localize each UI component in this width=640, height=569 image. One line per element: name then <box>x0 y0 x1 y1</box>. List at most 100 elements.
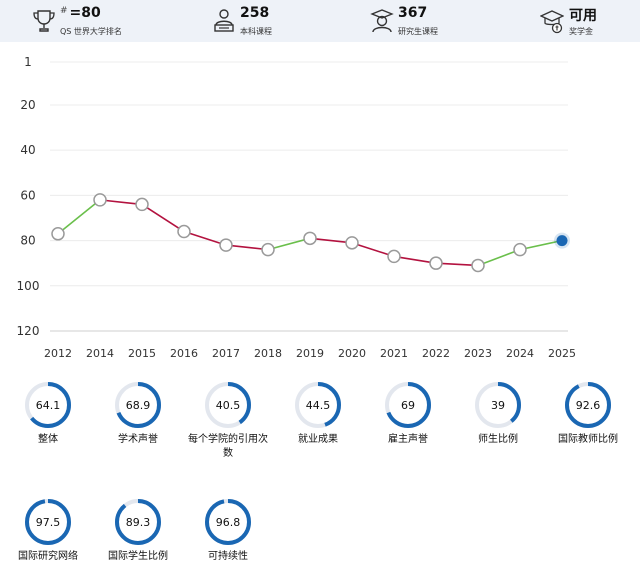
metric-item: 97.5 国际研究网络 <box>0 497 96 564</box>
metric-ring-progress <box>565 382 611 428</box>
x-tick-label: 2018 <box>254 347 282 360</box>
x-tick-label: 2015 <box>128 347 156 360</box>
metric-value: 40.5 <box>216 399 241 412</box>
metric-ring-progress <box>115 382 161 428</box>
stat-label: QS 世界大学排名 <box>60 27 122 36</box>
x-tick-label: 2021 <box>380 347 408 360</box>
metric-item: 44.5 就业成果 <box>270 380 366 447</box>
stat-label: 奖学金 <box>569 27 593 36</box>
line-segment <box>99 199 143 206</box>
line-segment <box>141 203 185 233</box>
x-tick-label: 2017 <box>212 347 240 360</box>
metric-label: 国际学生比例 <box>108 551 168 562</box>
metric-ring: 92.6 <box>565 382 611 428</box>
metric-label: 就业成果 <box>298 434 338 445</box>
metric-item: 40.5 每个学院的引用次数 <box>180 380 276 461</box>
metric-ring-progress <box>475 382 521 428</box>
data-point <box>513 242 527 257</box>
data-point-current <box>556 235 568 247</box>
metric-ring-progress <box>25 499 71 545</box>
stat-prefix: # <box>60 6 68 16</box>
student-desk-icon <box>214 9 234 32</box>
metric-label: 国际研究网络 <box>18 551 78 562</box>
metric-ring: 64.1 <box>25 382 71 428</box>
x-tick-label: 2024 <box>506 347 534 360</box>
stat-label: 本科课程 <box>240 27 272 36</box>
data-point <box>93 193 107 207</box>
metric-label: 每个学院的引用次数 <box>188 434 268 459</box>
data-point <box>429 256 443 270</box>
scholarship-cap-icon <box>540 10 564 34</box>
metric-item: 96.8 可持续性 <box>180 497 276 564</box>
y-tick-label: 80 <box>20 234 35 248</box>
y-tick-label: 60 <box>20 188 35 202</box>
x-tick-label: 2023 <box>464 347 492 360</box>
stat-value: 可用 <box>569 8 597 24</box>
metric-item: 69 雇主声誉 <box>360 380 456 447</box>
data-point <box>219 238 233 252</box>
metric-value: 44.5 <box>306 399 331 412</box>
metric-ring-progress <box>25 382 71 428</box>
metric-item: 92.6 国际教师比例 <box>540 380 636 447</box>
data-point <box>51 227 65 241</box>
stat-value: # =80 <box>60 5 101 21</box>
metric-ring: 96.8 <box>205 499 251 545</box>
metric-item: 68.9 学术声誉 <box>90 380 186 447</box>
metric-ring-progress <box>295 382 341 428</box>
x-tick-label: 2022 <box>422 347 450 360</box>
x-tick-label: 2014 <box>86 347 114 360</box>
metric-label: 可持续性 <box>208 551 248 562</box>
metric-ring: 68.9 <box>115 382 161 428</box>
line-segment <box>477 248 521 267</box>
metric-ring: 89.3 <box>115 499 161 545</box>
data-point <box>135 197 149 212</box>
metric-label: 学术声誉 <box>118 434 158 445</box>
metric-value: 64.1 <box>36 399 61 412</box>
data-point <box>303 231 317 246</box>
x-tick-label: 2025 <box>548 347 576 360</box>
x-tick-label: 2019 <box>296 347 324 360</box>
metric-value: 39 <box>491 399 505 412</box>
metric-value: 68.9 <box>126 399 151 412</box>
stats-bar: # =80 QS 世界大学排名 258 本科课程 367 研究生课程 可用 奖学金 <box>0 0 640 42</box>
data-point <box>471 258 485 273</box>
line-segment <box>393 255 437 264</box>
data-point <box>345 236 359 250</box>
metric-value: 92.6 <box>576 399 601 412</box>
line-segment <box>519 239 563 251</box>
metric-value: 96.8 <box>216 516 241 529</box>
metric-ring-progress <box>385 382 431 428</box>
metric-ring: 69 <box>385 382 431 428</box>
metric-label: 国际教师比例 <box>558 434 618 445</box>
metric-label: 师生比例 <box>478 434 518 445</box>
line-segment <box>225 244 269 251</box>
data-point <box>387 249 401 264</box>
line-segment <box>57 199 101 235</box>
stat-label: 研究生课程 <box>398 27 438 36</box>
stat-value-text: =80 <box>69 5 101 21</box>
x-tick-label: 2016 <box>170 347 198 360</box>
metric-item: 39 师生比例 <box>450 380 546 447</box>
line-segment <box>435 262 479 267</box>
stat-value: 367 <box>398 5 428 21</box>
metric-ring-progress <box>205 382 251 428</box>
metric-value: 97.5 <box>36 516 61 529</box>
metric-ring-progress <box>115 499 161 545</box>
metric-label: 整体 <box>38 434 58 445</box>
metric-item: 64.1 整体 <box>0 380 96 447</box>
line-segment <box>183 230 227 246</box>
metric-ring: 39 <box>475 382 521 428</box>
metric-value: 69 <box>401 399 415 412</box>
metric-item: 89.3 国际学生比例 <box>90 497 186 564</box>
metric-ring: 97.5 <box>25 499 71 545</box>
metric-ring: 40.5 <box>205 382 251 428</box>
x-tick-label: 2012 <box>44 347 72 360</box>
trophy-icon <box>33 10 55 32</box>
data-point <box>177 224 191 239</box>
x-tick-label: 2020 <box>338 347 366 360</box>
data-point <box>261 242 275 257</box>
line-segment <box>309 237 353 244</box>
metric-ring-progress <box>205 499 251 545</box>
line-segment <box>267 237 311 251</box>
